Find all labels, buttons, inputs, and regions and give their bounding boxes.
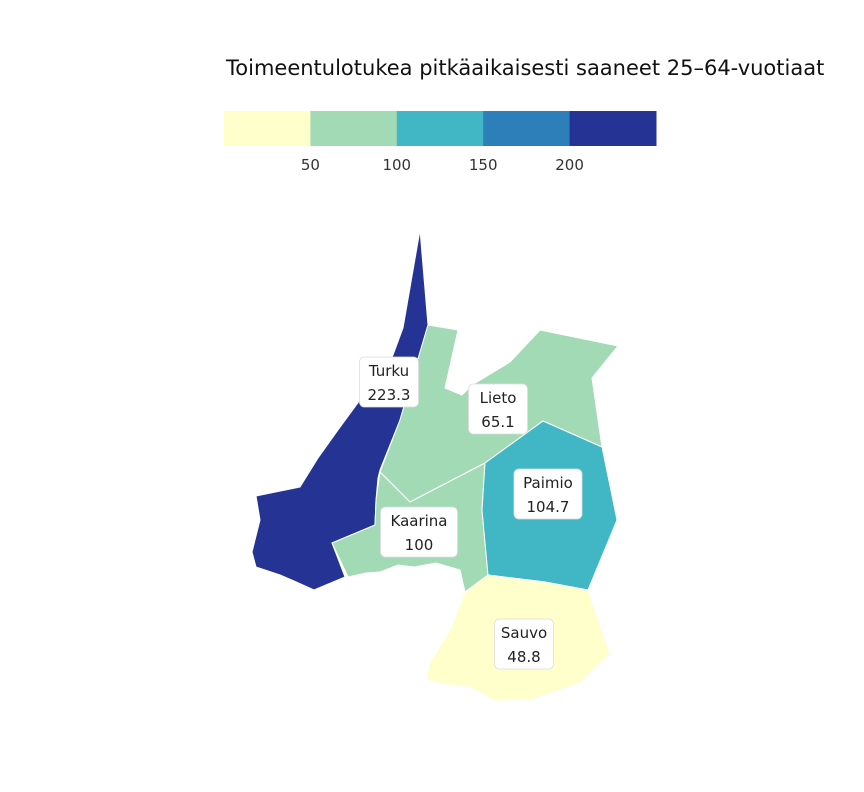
- label-box: [513, 468, 583, 520]
- legend-tick-label: 200: [555, 156, 584, 174]
- legend-swatch: [483, 111, 571, 146]
- region-value: 48.8: [507, 648, 540, 666]
- region-name: Sauvo: [501, 624, 547, 642]
- legend-tick-label: 50: [301, 156, 320, 174]
- region-name: Turku: [368, 362, 409, 380]
- label-box: [468, 383, 528, 435]
- label-box: [359, 356, 419, 408]
- region-value: 104.7: [527, 498, 570, 516]
- region-value: 65.1: [481, 413, 514, 431]
- region-name: Lieto: [480, 389, 517, 407]
- legend-tick-label: 100: [382, 156, 411, 174]
- region-label-lieto: Lieto 65.1: [468, 383, 528, 435]
- legend-swatch: [310, 111, 398, 146]
- legend-tick-label: 150: [469, 156, 498, 174]
- region-label-sauvo: Sauvo 48.8: [494, 618, 554, 670]
- label-box: [494, 618, 554, 670]
- legend-swatch: [569, 111, 657, 146]
- region-label-paimio: Paimio 104.7: [513, 468, 583, 520]
- region-value: 223.3: [368, 386, 411, 404]
- region-label-kaarina: Kaarina 100: [380, 506, 458, 558]
- region-label-turku: Turku 223.3: [359, 356, 419, 408]
- legend-swatch: [224, 111, 311, 146]
- map-title: Toimeentulotukea pitkäaikaisesti saaneet…: [226, 56, 825, 80]
- region-name: Kaarina: [391, 512, 448, 530]
- legend-swatch: [396, 111, 484, 146]
- label-box: [380, 506, 458, 558]
- region-value: 100: [405, 536, 434, 554]
- region-name: Paimio: [523, 474, 573, 492]
- color-legend: 50 100 150 200: [224, 111, 657, 174]
